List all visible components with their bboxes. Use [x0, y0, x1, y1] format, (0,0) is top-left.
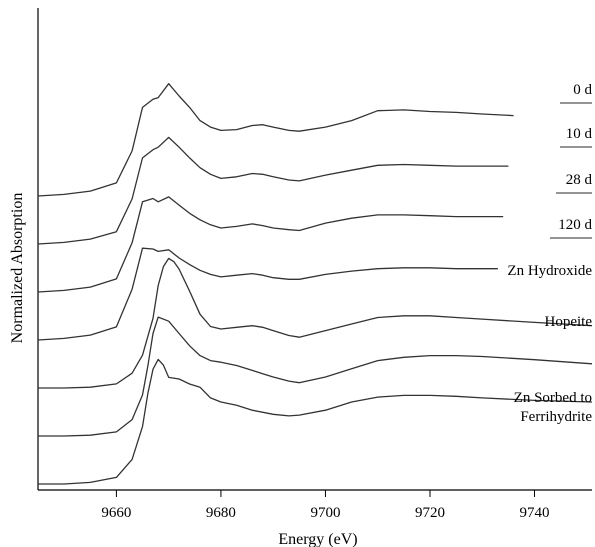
spectrum-line-1 [37, 136, 509, 245]
x-tick-label: 9680 [206, 505, 236, 521]
series-label-5: Hopeite [545, 314, 593, 330]
spectrum-line-5 [38, 316, 593, 437]
x-axis-title: Energy (eV) [278, 531, 357, 547]
series-label-3: 120 d [558, 217, 592, 233]
spectrum-line-6 [38, 358, 593, 485]
series-label-0: 0 d [573, 82, 592, 98]
series-labels: 0 d 10 d 28 d 120 d Zn Hydroxide Hopeite Zn So… [507, 82, 592, 425]
series-label-6: Zn Sorbed to Ferrihydrite [514, 390, 593, 425]
x-axis-ticks: 9660 9680 9700 9720 9740 [101, 490, 550, 521]
series-label-2: 28 d [566, 172, 593, 188]
spectrum-line-0 [37, 83, 514, 197]
spectrum-line-2 [37, 196, 504, 293]
spectra-series [37, 83, 593, 485]
x-tick-label: 9700 [310, 505, 340, 521]
x-tick-label: 9720 [415, 505, 445, 521]
spectrum-line-4 [38, 257, 593, 389]
x-tick-label: 9660 [101, 505, 131, 521]
x-tick-label: 9740 [520, 505, 550, 521]
series-label-4: Zn Hydroxide [507, 263, 592, 279]
series-label-1: 10 d [566, 126, 593, 142]
spectrum-line-3 [37, 247, 498, 341]
y-axis-title: Normalized Absorption [9, 193, 26, 344]
